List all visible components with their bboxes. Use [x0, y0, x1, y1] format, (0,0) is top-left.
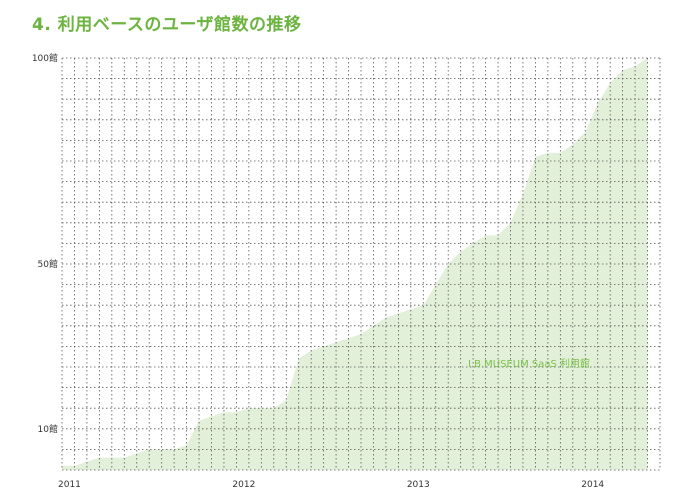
- x-tick-label: 2012: [232, 480, 255, 490]
- series-area: [62, 58, 648, 470]
- y-tick-label: 50館: [38, 258, 58, 270]
- series-label: I.B.MUSEUM SaaS 利用館: [468, 357, 590, 370]
- grid-layer: [61, 57, 661, 471]
- x-tick-label: 2014: [581, 480, 604, 490]
- x-tick-label: 2013: [407, 480, 430, 490]
- y-tick-labels: 100館 50館 10館: [32, 52, 58, 435]
- y-tick-label: 10館: [38, 423, 58, 435]
- x-tick-label: 2011: [58, 480, 81, 490]
- area-layer: [62, 58, 648, 470]
- y-tick-label: 100館: [32, 52, 58, 64]
- x-tick-labels: 2011 2012 2013 2014: [58, 480, 604, 490]
- page-title: 4. 利用ベースのユーザ館数の推移: [32, 15, 302, 35]
